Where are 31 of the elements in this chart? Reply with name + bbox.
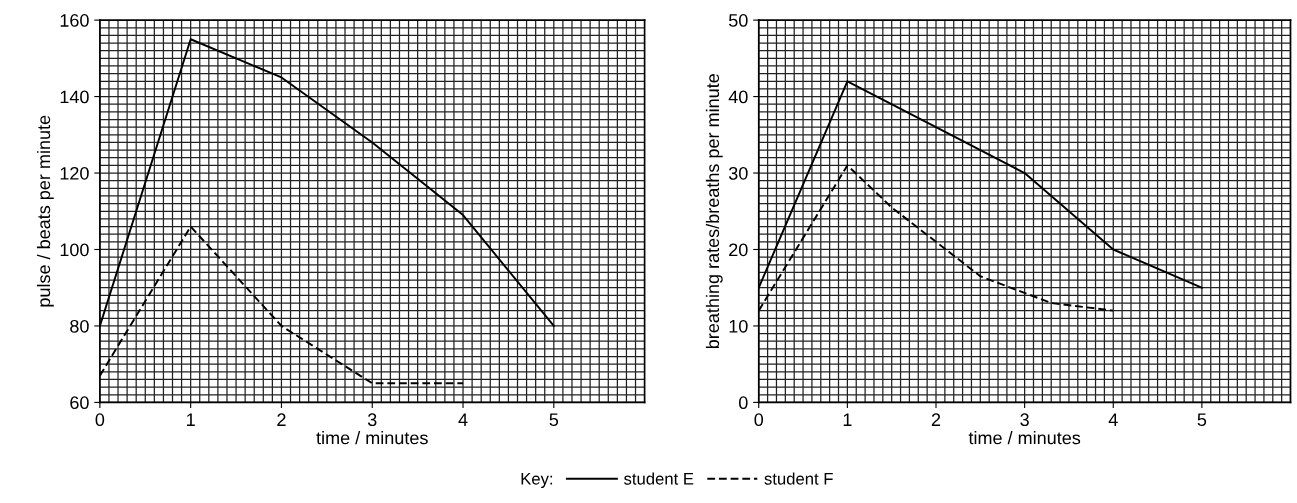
x-tick-label: 0	[754, 413, 764, 427]
x-tick-label: 4	[458, 413, 468, 426]
x-axis-title: time / minutes	[968, 431, 1081, 445]
y-tick-label: 160	[60, 14, 89, 27]
x-tick-label: 2	[931, 413, 941, 426]
x-tick-label: 5	[1197, 413, 1207, 427]
x-tick-label: 5	[549, 413, 559, 427]
y-tick-label: 40	[728, 90, 748, 104]
x-tick-label: 1	[187, 413, 195, 426]
y-tick-label: 50	[728, 14, 748, 27]
x-tick-label: 1	[843, 413, 852, 426]
x-tick-label: 4	[1108, 413, 1118, 426]
x-tick-label: 3	[1020, 413, 1029, 427]
y-tick-label: 0	[738, 396, 748, 410]
y-tick-label: 120	[60, 166, 89, 180]
y-axis-title: breathing rates/breaths per minute	[705, 74, 723, 349]
legend-label: student E	[624, 472, 694, 485]
x-axis-title: time / minutes	[316, 431, 428, 445]
y-axis-title: pulse / beats per minute	[36, 115, 54, 307]
legend-label: student F	[764, 472, 833, 485]
y-tick-label: 20	[729, 243, 748, 257]
x-tick-label: 2	[277, 413, 286, 426]
y-tick-label: 80	[70, 319, 89, 333]
x-tick-label: 3	[367, 413, 377, 427]
y-tick-label: 140	[60, 90, 89, 104]
y-tick-label: 60	[70, 396, 89, 410]
y-tick-label: 30	[728, 166, 748, 180]
x-tick-label: 0	[95, 413, 105, 427]
y-tick-label: 10	[729, 319, 748, 333]
y-tick-label: 100	[60, 243, 89, 257]
legend-title: Key:	[521, 473, 553, 488]
